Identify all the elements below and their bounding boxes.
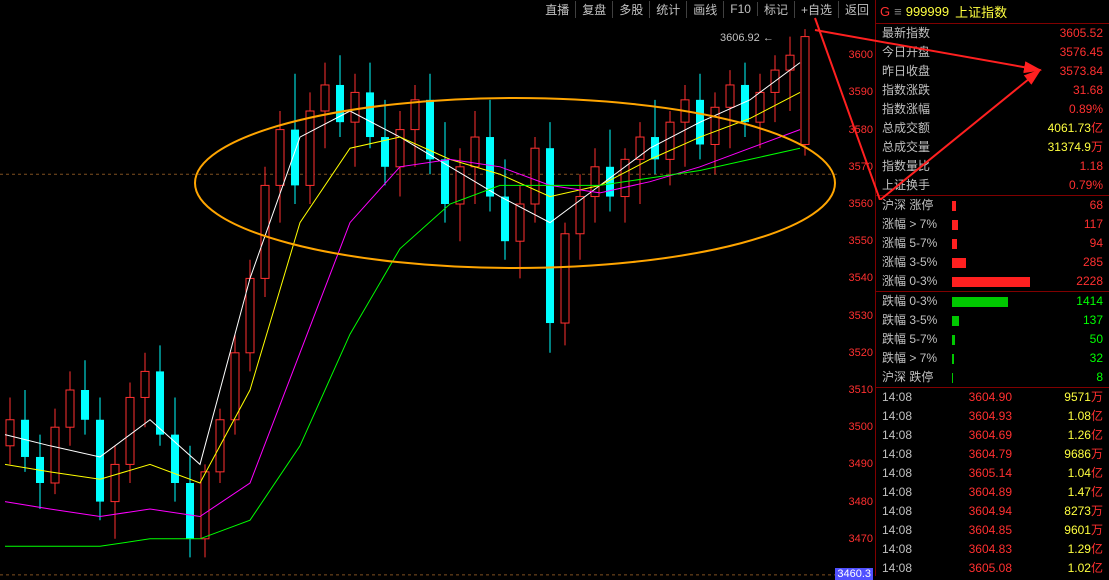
stat-row: 昨日收盘3573.84 (876, 62, 1109, 81)
ticks-section: 14:083604.909571万14:083604.931.08亿14:083… (876, 388, 1109, 576)
y-tick: 3580 (849, 124, 873, 136)
y-tick: 3540 (849, 272, 873, 284)
stat-row: 上证换手0.79% (876, 176, 1109, 195)
y-tick-highlight: 3460.3 (835, 568, 873, 580)
index-name: 上证指数 (955, 2, 1007, 21)
g-label: G (880, 4, 890, 19)
menu-+自选[interactable]: +自选 (795, 1, 839, 18)
menu-统计[interactable]: 统计 (650, 1, 687, 18)
menu-直播[interactable]: 直播 (539, 1, 576, 18)
breadth-row: 涨幅 3-5%285 (876, 253, 1109, 272)
tick-row: 14:083604.931.08亿 (876, 407, 1109, 426)
stats-section: 最新指数3605.52今日开盘3576.45昨日收盘3573.84指数涨跌31.… (876, 24, 1109, 196)
y-axis: 3600 3590 3580 3570 3560 3550 3540 3530 3520 3510… (840, 18, 875, 576)
tick-row: 14:083604.948273万 (876, 502, 1109, 521)
y-tick: 3560 (849, 198, 873, 210)
tick-row: 14:083604.891.47亿 (876, 483, 1109, 502)
stat-row: 指数涨幅0.89% (876, 100, 1109, 119)
stat-row: 总成交量31374.9万 (876, 138, 1109, 157)
tick-row: 14:083604.691.26亿 (876, 426, 1109, 445)
breadth-row: 跌幅 5-7%50 (876, 330, 1109, 349)
tick-row: 14:083604.859601万 (876, 521, 1109, 540)
breadth-row: 涨幅 5-7%94 (876, 234, 1109, 253)
chart-area[interactable]: 直播复盘多股统计画线F10标记+自选返回 3600 3590 3580 3570 356… (0, 0, 875, 576)
breadth-down-section: 跌幅 0-3%1414跌幅 3-5%137跌幅 5-7%50跌幅 > 7%32沪… (876, 292, 1109, 388)
breadth-row: 沪深 涨停68 (876, 196, 1109, 215)
stat-row: 总成交额4061.73亿 (876, 119, 1109, 138)
menu-返回[interactable]: 返回 (839, 1, 875, 18)
y-tick: 3510 (849, 384, 873, 396)
last-price-label: 3606.92 ← (720, 32, 774, 44)
y-tick: 3500 (849, 421, 873, 433)
y-tick: 3490 (849, 458, 873, 470)
breadth-row: 跌幅 3-5%137 (876, 311, 1109, 330)
menu-标记[interactable]: 标记 (758, 1, 795, 18)
breadth-row: 涨幅 > 7%117 (876, 215, 1109, 234)
y-tick: 3480 (849, 496, 873, 508)
tick-row: 14:083604.799686万 (876, 445, 1109, 464)
y-tick: 3530 (849, 310, 873, 322)
tick-row: 14:083605.081.02亿 (876, 559, 1109, 576)
menu-bar: 直播复盘多股统计画线F10标记+自选返回 (539, 0, 875, 18)
index-code: 999999 (906, 4, 949, 19)
stat-row: 指数量比1.18 (876, 157, 1109, 176)
stat-row: 指数涨跌31.68 (876, 81, 1109, 100)
y-tick: 3550 (849, 235, 873, 247)
tick-row: 14:083604.831.29亿 (876, 540, 1109, 559)
y-tick: 3570 (849, 161, 873, 173)
breadth-row: 跌幅 0-3%1414 (876, 292, 1109, 311)
stat-row: 最新指数3605.52 (876, 24, 1109, 43)
breadth-row: 跌幅 > 7%32 (876, 349, 1109, 368)
index-header[interactable]: G ≡ 999999 上证指数 (876, 0, 1109, 24)
stat-row: 今日开盘3576.45 (876, 43, 1109, 62)
tick-row: 14:083604.909571万 (876, 388, 1109, 407)
breadth-up-section: 沪深 涨停68涨幅 > 7%117涨幅 5-7%94涨幅 3-5%285涨幅 0… (876, 196, 1109, 292)
y-tick: 3520 (849, 347, 873, 359)
breadth-row: 涨幅 0-3%2228 (876, 272, 1109, 291)
y-tick: 3470 (849, 533, 873, 545)
menu-画线[interactable]: 画线 (687, 1, 724, 18)
breadth-row: 沪深 跌停8 (876, 368, 1109, 387)
menu-复盘[interactable]: 复盘 (576, 1, 613, 18)
menu-F10[interactable]: F10 (724, 2, 758, 16)
tick-row: 14:083605.141.04亿 (876, 464, 1109, 483)
y-tick: 3590 (849, 86, 873, 98)
sidebar: G ≡ 999999 上证指数 最新指数3605.52今日开盘3576.45昨日… (875, 0, 1109, 576)
menu-icon[interactable]: ≡ (894, 4, 902, 19)
y-tick: 3600 (849, 49, 873, 61)
kline-chart[interactable] (0, 18, 840, 576)
menu-多股[interactable]: 多股 (613, 1, 650, 18)
